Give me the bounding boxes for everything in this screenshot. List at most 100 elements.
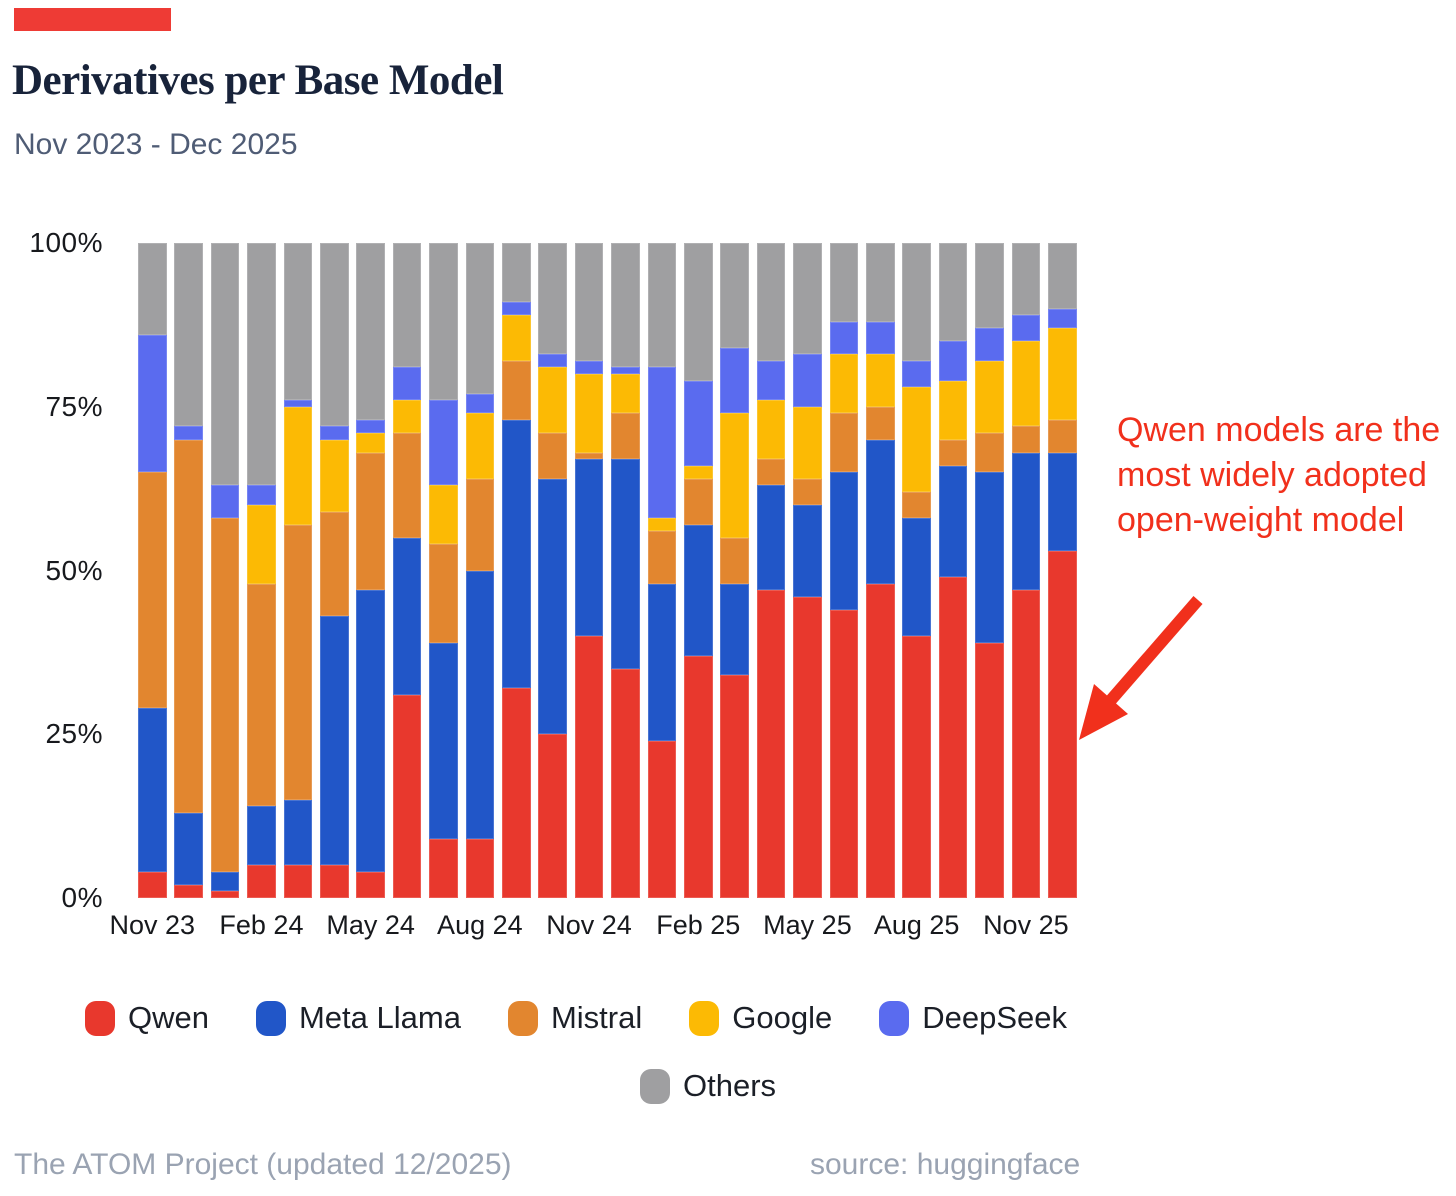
bar-nov-25 [1011,243,1041,898]
stacked-bar-chart [138,243,1100,898]
bar-segment-meta-llama [247,806,276,866]
bar-segment-mistral [210,518,240,872]
legend-item-mistral: Mistral [507,1000,643,1036]
bar-segment-google [684,465,713,479]
bar-apr-24 [320,243,349,898]
bar-segment-google [611,374,640,414]
bar-segment-google [247,505,276,584]
bar-segment-qwen [429,839,458,898]
bar-segment-others [647,243,677,368]
bar-segment-deepseek [756,360,786,401]
bar-segment-deepseek [392,367,422,401]
bar-segment-deepseek [210,485,240,519]
bar-segment-mistral [829,413,859,473]
bar-segment-google [392,400,422,433]
bar-segment-deepseek [611,367,640,374]
bar-segment-qwen [720,675,749,898]
legend-swatch-icon [879,1000,910,1036]
bar-segment-mistral [138,472,167,709]
bar-segment-google [356,432,385,453]
bar-segment-meta-llama [138,708,167,872]
bar-oct-25 [975,243,1004,898]
legend-swatch-icon [689,1000,720,1036]
bar-jul-25 [866,243,895,898]
footer-credit: The ATOM Project (updated 12/2025) [14,1148,512,1181]
bar-segment-qwen [829,609,859,898]
bar-jan-24 [210,243,240,898]
bar-segment-google [538,367,567,433]
bar-segment-deepseek [720,347,749,414]
x-tick-label: Aug 25 [873,910,960,940]
legend-swatch-icon [255,1000,286,1036]
bar-segment-deepseek [247,485,276,505]
legend-label: Mistral [550,1000,643,1035]
bar-segment-others [174,243,203,427]
chart-legend-row-1: Qwen Meta Llama Mistral Google DeepSeek [85,1000,1067,1036]
bar-segment-qwen [1011,590,1041,898]
legend-label: Qwen [128,1000,209,1035]
bar-segment-others [829,243,859,322]
bar-dec-24 [611,243,640,898]
bar-segment-deepseek [829,321,859,355]
bar-segment-mistral [1048,419,1077,453]
bar-segment-meta-llama [1048,452,1077,551]
bar-jun-24 [392,243,422,898]
bar-segment-others [975,243,1004,329]
bar-segment-deepseek [902,360,931,388]
bar-segment-google [829,354,859,414]
y-tick-label: 25% [45,718,103,750]
bar-segment-qwen [283,865,313,898]
bar-nov-23 [138,243,167,898]
legend-swatch-icon [507,1000,538,1036]
bar-sep-25 [938,243,968,898]
bar-segment-mistral [938,439,968,466]
bar-segment-qwen [174,884,203,898]
bar-segment-qwen [574,636,604,898]
bar-segment-others [429,243,458,401]
bar-segment-qwen [320,865,349,898]
bar-segment-qwen [902,636,931,898]
bar-segment-meta-llama [465,570,495,840]
bar-segment-qwen [356,871,385,898]
bar-segment-mistral [684,478,713,525]
bar-segment-google [975,360,1004,433]
bar-segment-meta-llama [1011,452,1041,591]
bar-segment-meta-llama [866,439,895,584]
bar-segment-meta-llama [647,583,677,741]
bar-sep-24 [502,243,531,898]
bar-segment-google [756,400,786,460]
bar-segment-deepseek [574,360,604,374]
bar-segment-qwen [975,642,1004,898]
bar-dec-25 [1048,243,1077,898]
bar-segment-others [502,243,531,302]
y-tick-label: 50% [45,554,103,586]
bar-segment-mistral [465,478,495,571]
bar-segment-deepseek [465,393,495,414]
arrow-shaft [1106,596,1203,704]
bar-segment-qwen [465,839,495,898]
bar-segment-deepseek [138,334,167,473]
bar-segment-qwen [247,865,276,898]
bar-segment-google [866,354,895,407]
bar-segment-mistral [283,524,313,800]
bar-segment-mistral [1011,426,1041,453]
legend-swatch-icon [640,1068,670,1104]
bar-segment-qwen [793,596,822,898]
legend-label: Meta Llama [298,1000,461,1035]
bar-segment-deepseek [866,321,895,355]
bar-may-24 [356,243,385,898]
x-tick-label: Nov 25 [983,910,1069,940]
bar-segment-qwen [392,694,422,898]
x-tick-label: Nov 24 [546,910,632,940]
bar-segment-others [283,243,313,401]
bar-segment-google [429,485,458,545]
bar-segment-google [938,380,968,440]
bar-segment-deepseek [975,328,1004,361]
bar-segment-qwen [138,871,167,898]
bar-segment-mistral [392,432,422,538]
bar-segment-others [1048,243,1077,309]
bar-segment-mistral [356,452,385,591]
legend-item-meta-llama: Meta Llama [255,1000,461,1036]
bar-segment-google [793,406,822,479]
